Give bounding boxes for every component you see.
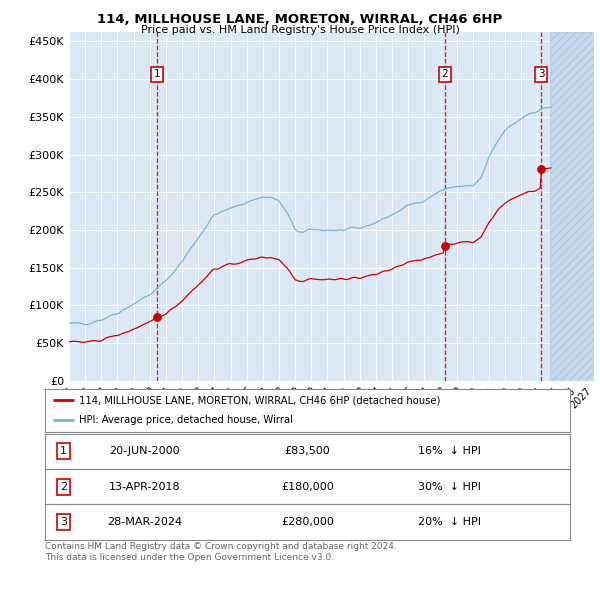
Text: 30%  ↓ HPI: 30% ↓ HPI [418, 482, 481, 491]
Point [536, 165, 546, 174]
Text: 3: 3 [538, 69, 545, 79]
Text: 2: 2 [442, 69, 448, 79]
Text: 2: 2 [60, 482, 67, 491]
Text: Contains HM Land Registry data © Crown copyright and database right 2024.: Contains HM Land Registry data © Crown c… [45, 542, 397, 551]
Text: 3: 3 [60, 517, 67, 527]
Text: Price paid vs. HM Land Registry's House Price Index (HPI): Price paid vs. HM Land Registry's House … [140, 25, 460, 35]
Text: 114, MILLHOUSE LANE, MORETON, WIRRAL, CH46 6HP (detached house): 114, MILLHOUSE LANE, MORETON, WIRRAL, CH… [79, 395, 440, 405]
Point [440, 241, 450, 250]
Text: 20-JUN-2000: 20-JUN-2000 [109, 447, 180, 456]
Text: HPI: Average price, detached house, Wirral: HPI: Average price, detached house, Wirr… [79, 415, 293, 425]
Text: £280,000: £280,000 [281, 517, 334, 527]
Text: £180,000: £180,000 [281, 482, 334, 491]
Text: 28-MAR-2024: 28-MAR-2024 [107, 517, 182, 527]
Point [152, 312, 162, 322]
Text: 1: 1 [60, 447, 67, 456]
Text: £83,500: £83,500 [284, 447, 331, 456]
Text: 13-APR-2018: 13-APR-2018 [109, 482, 181, 491]
Bar [550, 32, 594, 381]
Text: 16%  ↓ HPI: 16% ↓ HPI [418, 447, 481, 456]
Text: 20%  ↓ HPI: 20% ↓ HPI [418, 517, 481, 527]
Text: This data is licensed under the Open Government Licence v3.0.: This data is licensed under the Open Gov… [45, 553, 334, 562]
Text: 1: 1 [154, 69, 161, 79]
Text: 114, MILLHOUSE LANE, MORETON, WIRRAL, CH46 6HP: 114, MILLHOUSE LANE, MORETON, WIRRAL, CH… [97, 13, 503, 26]
